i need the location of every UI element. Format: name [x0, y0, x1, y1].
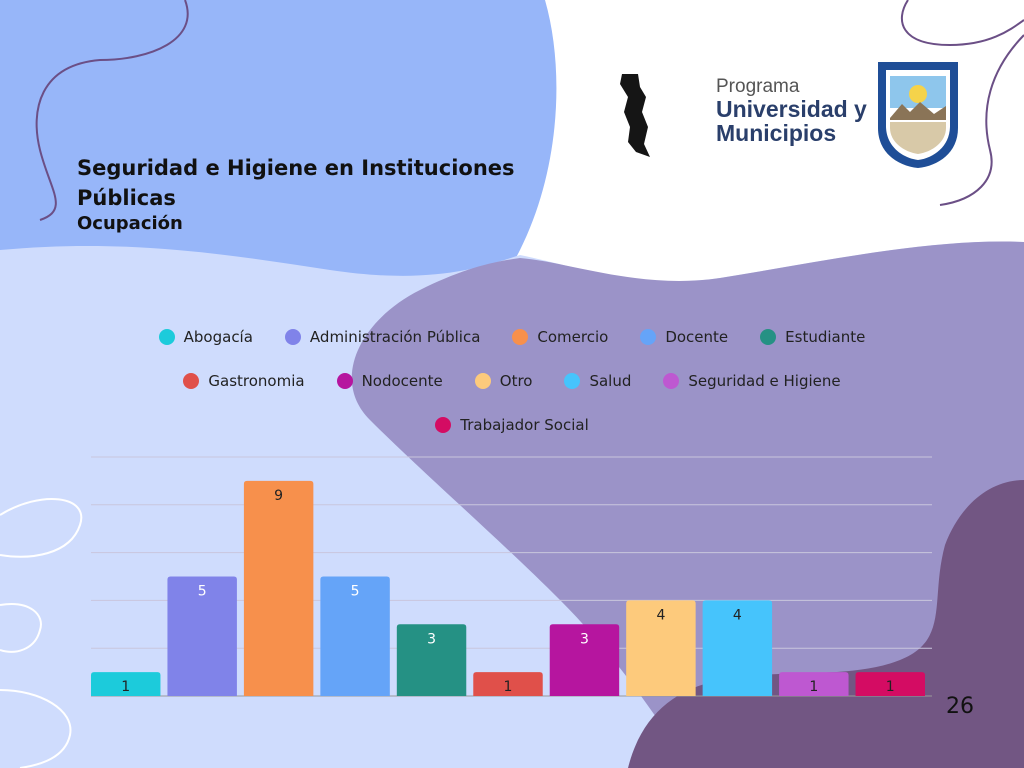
- program-name: Programa Universidad y Municipios: [716, 77, 867, 145]
- bar-comercio: [243, 480, 314, 696]
- bar-value-label: 4: [656, 607, 665, 623]
- legend-row: Abogacía Administración Pública Comercio…: [100, 322, 924, 352]
- legend-item-salud: Salud: [564, 372, 631, 390]
- program-logo: [580, 52, 970, 180]
- bar-value-label: 1: [886, 679, 895, 695]
- legend-swatch: [158, 329, 175, 345]
- program-name-line3: Municipios: [716, 120, 837, 146]
- program-name-line1: Programa: [716, 76, 800, 97]
- legend-label: Estudiante: [785, 328, 866, 346]
- bar-gastronomia: [473, 672, 543, 696]
- program-name-line2: Universidad y: [716, 96, 867, 122]
- legend-swatch: [640, 329, 657, 345]
- legend-label: Trabajador Social: [460, 416, 589, 434]
- legend-item-trabajador-social: Trabajador Social: [435, 416, 589, 434]
- bar-salud: [702, 600, 773, 696]
- legend-label: Otro: [499, 372, 533, 390]
- bar-docente: [320, 576, 390, 696]
- legend-item-nodocente: Nodocente: [336, 372, 443, 390]
- bar-value-label: 1: [121, 679, 130, 695]
- legend-row: Trabajador Social: [100, 410, 924, 440]
- legend-swatch: [760, 329, 777, 345]
- bar-value-label: 4: [733, 607, 742, 623]
- legend-swatch: [435, 417, 452, 433]
- legend-label: Docente: [665, 328, 729, 346]
- legend-item-seguridad-e-higiene: Seguridad e Higiene: [663, 372, 841, 390]
- legend-item-docente: Docente: [640, 328, 728, 346]
- bar-value-label: 3: [580, 631, 589, 647]
- legend-label: Administración Pública: [309, 328, 481, 346]
- legend-item-administracion-publica: Administración Pública: [284, 328, 481, 346]
- bar-otro: [626, 600, 696, 696]
- bar-value-label: 5: [198, 584, 207, 600]
- program-logo-icon: [582, 55, 706, 176]
- legend-item-abogacia: Abogacía: [158, 328, 253, 346]
- legend-label: Comercio: [537, 328, 609, 346]
- legend-swatch: [564, 373, 581, 389]
- legend-label: Salud: [589, 372, 632, 390]
- legend-item-comercio: Comercio: [512, 328, 608, 346]
- legend-item-estudiante: Estudiante: [760, 328, 865, 346]
- bar-value-label: 5: [351, 584, 360, 600]
- legend-swatch: [663, 373, 680, 389]
- legend-row: Gastronomia Nodocente Otro Salud Segurid…: [100, 366, 924, 396]
- bar-value-label: 3: [427, 631, 436, 647]
- legend-label: Abogacía: [183, 328, 253, 346]
- legend-label: Seguridad e Higiene: [688, 372, 841, 390]
- legend-item-gastronomia: Gastronomia: [183, 372, 305, 390]
- legend-swatch: [512, 329, 529, 345]
- legend-swatch: [474, 373, 491, 389]
- bar-trabajador-social: [855, 672, 925, 696]
- bar-value-label: 1: [504, 679, 513, 695]
- bar-value-label: 1: [809, 679, 818, 695]
- bar-seguridad-e-higiene: [779, 672, 849, 696]
- university-seal-icon: [878, 62, 958, 168]
- page-number: 26: [946, 694, 974, 719]
- bar-value-label: 9: [274, 488, 283, 504]
- bar-estudiante: [396, 624, 467, 696]
- bar-abogac-a: [91, 672, 161, 696]
- legend-label: Nodocente: [361, 372, 443, 390]
- legend-swatch: [183, 373, 200, 389]
- bar-administraci-n-p-blica: [167, 576, 237, 696]
- legend-item-otro: Otro: [474, 372, 533, 390]
- chart-legend: Abogacía Administración Pública Comercio…: [100, 322, 924, 454]
- slide-subtitle: Ocupación: [77, 213, 183, 234]
- legend-swatch: [336, 373, 353, 389]
- slide-title: Seguridad e Higiene en Instituciones Púb…: [77, 156, 515, 210]
- bar-nodocente: [549, 624, 620, 696]
- legend-label: Gastronomia: [208, 372, 305, 390]
- legend-swatch: [284, 329, 301, 345]
